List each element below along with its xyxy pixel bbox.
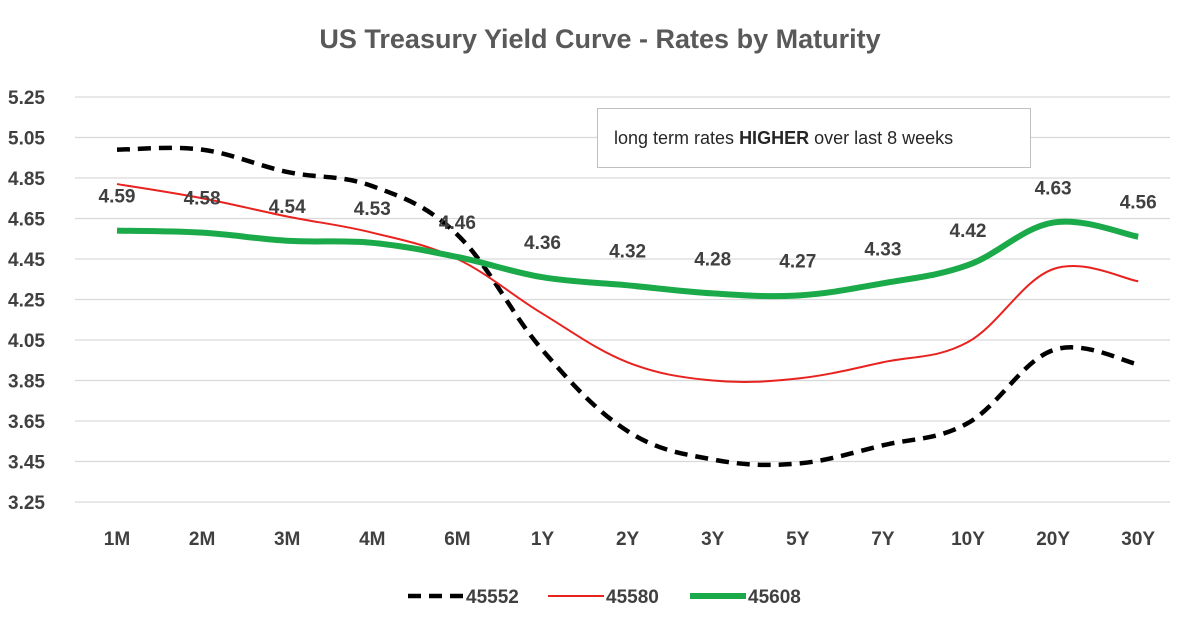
y-tick-label: 3.85	[8, 372, 45, 393]
data-label: 4.28	[694, 249, 731, 270]
y-tick-label: 4.65	[8, 210, 45, 231]
data-label: 4.56	[1120, 193, 1157, 214]
x-axis-ticks: 1M 2M 3M 4M 6M 1Y 2Y 3Y 5Y 7Y 10Y 20Y 30Y	[104, 529, 1156, 550]
chart-title: US Treasury Yield Curve - Rates by Matur…	[319, 24, 881, 54]
series-line-45580	[116, 183, 1139, 383]
x-tick-label: 5Y	[786, 529, 810, 550]
y-tick-label: 3.45	[8, 453, 45, 474]
x-tick-label: 3M	[274, 529, 300, 550]
data-label: 4.42	[950, 221, 987, 242]
x-tick-label: 2Y	[616, 529, 640, 550]
legend: 45552 45580 45608	[408, 587, 801, 608]
x-tick-label: 30Y	[1121, 529, 1155, 550]
y-tick-label: 3.65	[8, 412, 45, 433]
gridlines	[75, 96, 1170, 503]
y-tick-label: 4.05	[8, 331, 45, 352]
x-tick-label: 6M	[444, 529, 470, 550]
data-label: 4.53	[354, 199, 391, 220]
data-label: 4.54	[269, 197, 306, 218]
annotation-text-before: long term rates	[614, 127, 740, 148]
legend-label-45608: 45608	[748, 587, 801, 608]
legend-label-45552: 45552	[466, 587, 519, 608]
annotation-text-bold: HIGHER	[739, 127, 810, 148]
y-axis-ticks: 5.25 5.05 4.85 4.65 4.45 4.25 4.05 3.85 3.65 3.45…	[8, 88, 45, 514]
x-tick-label: 4M	[359, 529, 385, 550]
y-tick-label: 5.25	[8, 88, 45, 109]
data-label: 4.32	[609, 241, 646, 262]
y-tick-label: 5.05	[8, 129, 45, 150]
series-lines	[116, 145, 1139, 468]
annotation-text-after: over last 8 weeks	[809, 127, 954, 148]
x-tick-label: 20Y	[1036, 529, 1070, 550]
x-tick-label: 10Y	[951, 529, 985, 550]
y-tick-label: 3.25	[8, 493, 45, 514]
data-label: 4.27	[779, 251, 816, 272]
y-tick-label: 4.85	[8, 169, 45, 190]
y-tick-label: 4.25	[8, 291, 45, 312]
x-tick-label: 2M	[189, 529, 215, 550]
x-tick-label: 7Y	[871, 529, 895, 550]
y-tick-label: 4.45	[8, 250, 45, 271]
legend-label-45580: 45580	[606, 587, 659, 608]
x-tick-label: 1Y	[531, 529, 555, 550]
data-label: 4.58	[184, 189, 221, 210]
data-label: 4.33	[864, 239, 901, 260]
x-tick-label: 3Y	[701, 529, 725, 550]
x-tick-label: 1M	[104, 529, 130, 550]
data-label: 4.59	[99, 187, 136, 208]
annotation-box: long term rates HIGHER over last 8 weeks	[597, 108, 1031, 168]
data-labels: 4.59 4.58 4.54 4.53 4.46 4.36 4.32 4.28 4.27 4.33…	[99, 179, 1157, 273]
series-line-45552	[116, 145, 1139, 468]
series-line-45608	[116, 218, 1139, 300]
data-label: 4.63	[1035, 179, 1072, 200]
data-label: 4.46	[439, 213, 476, 234]
data-label: 4.36	[524, 233, 561, 254]
